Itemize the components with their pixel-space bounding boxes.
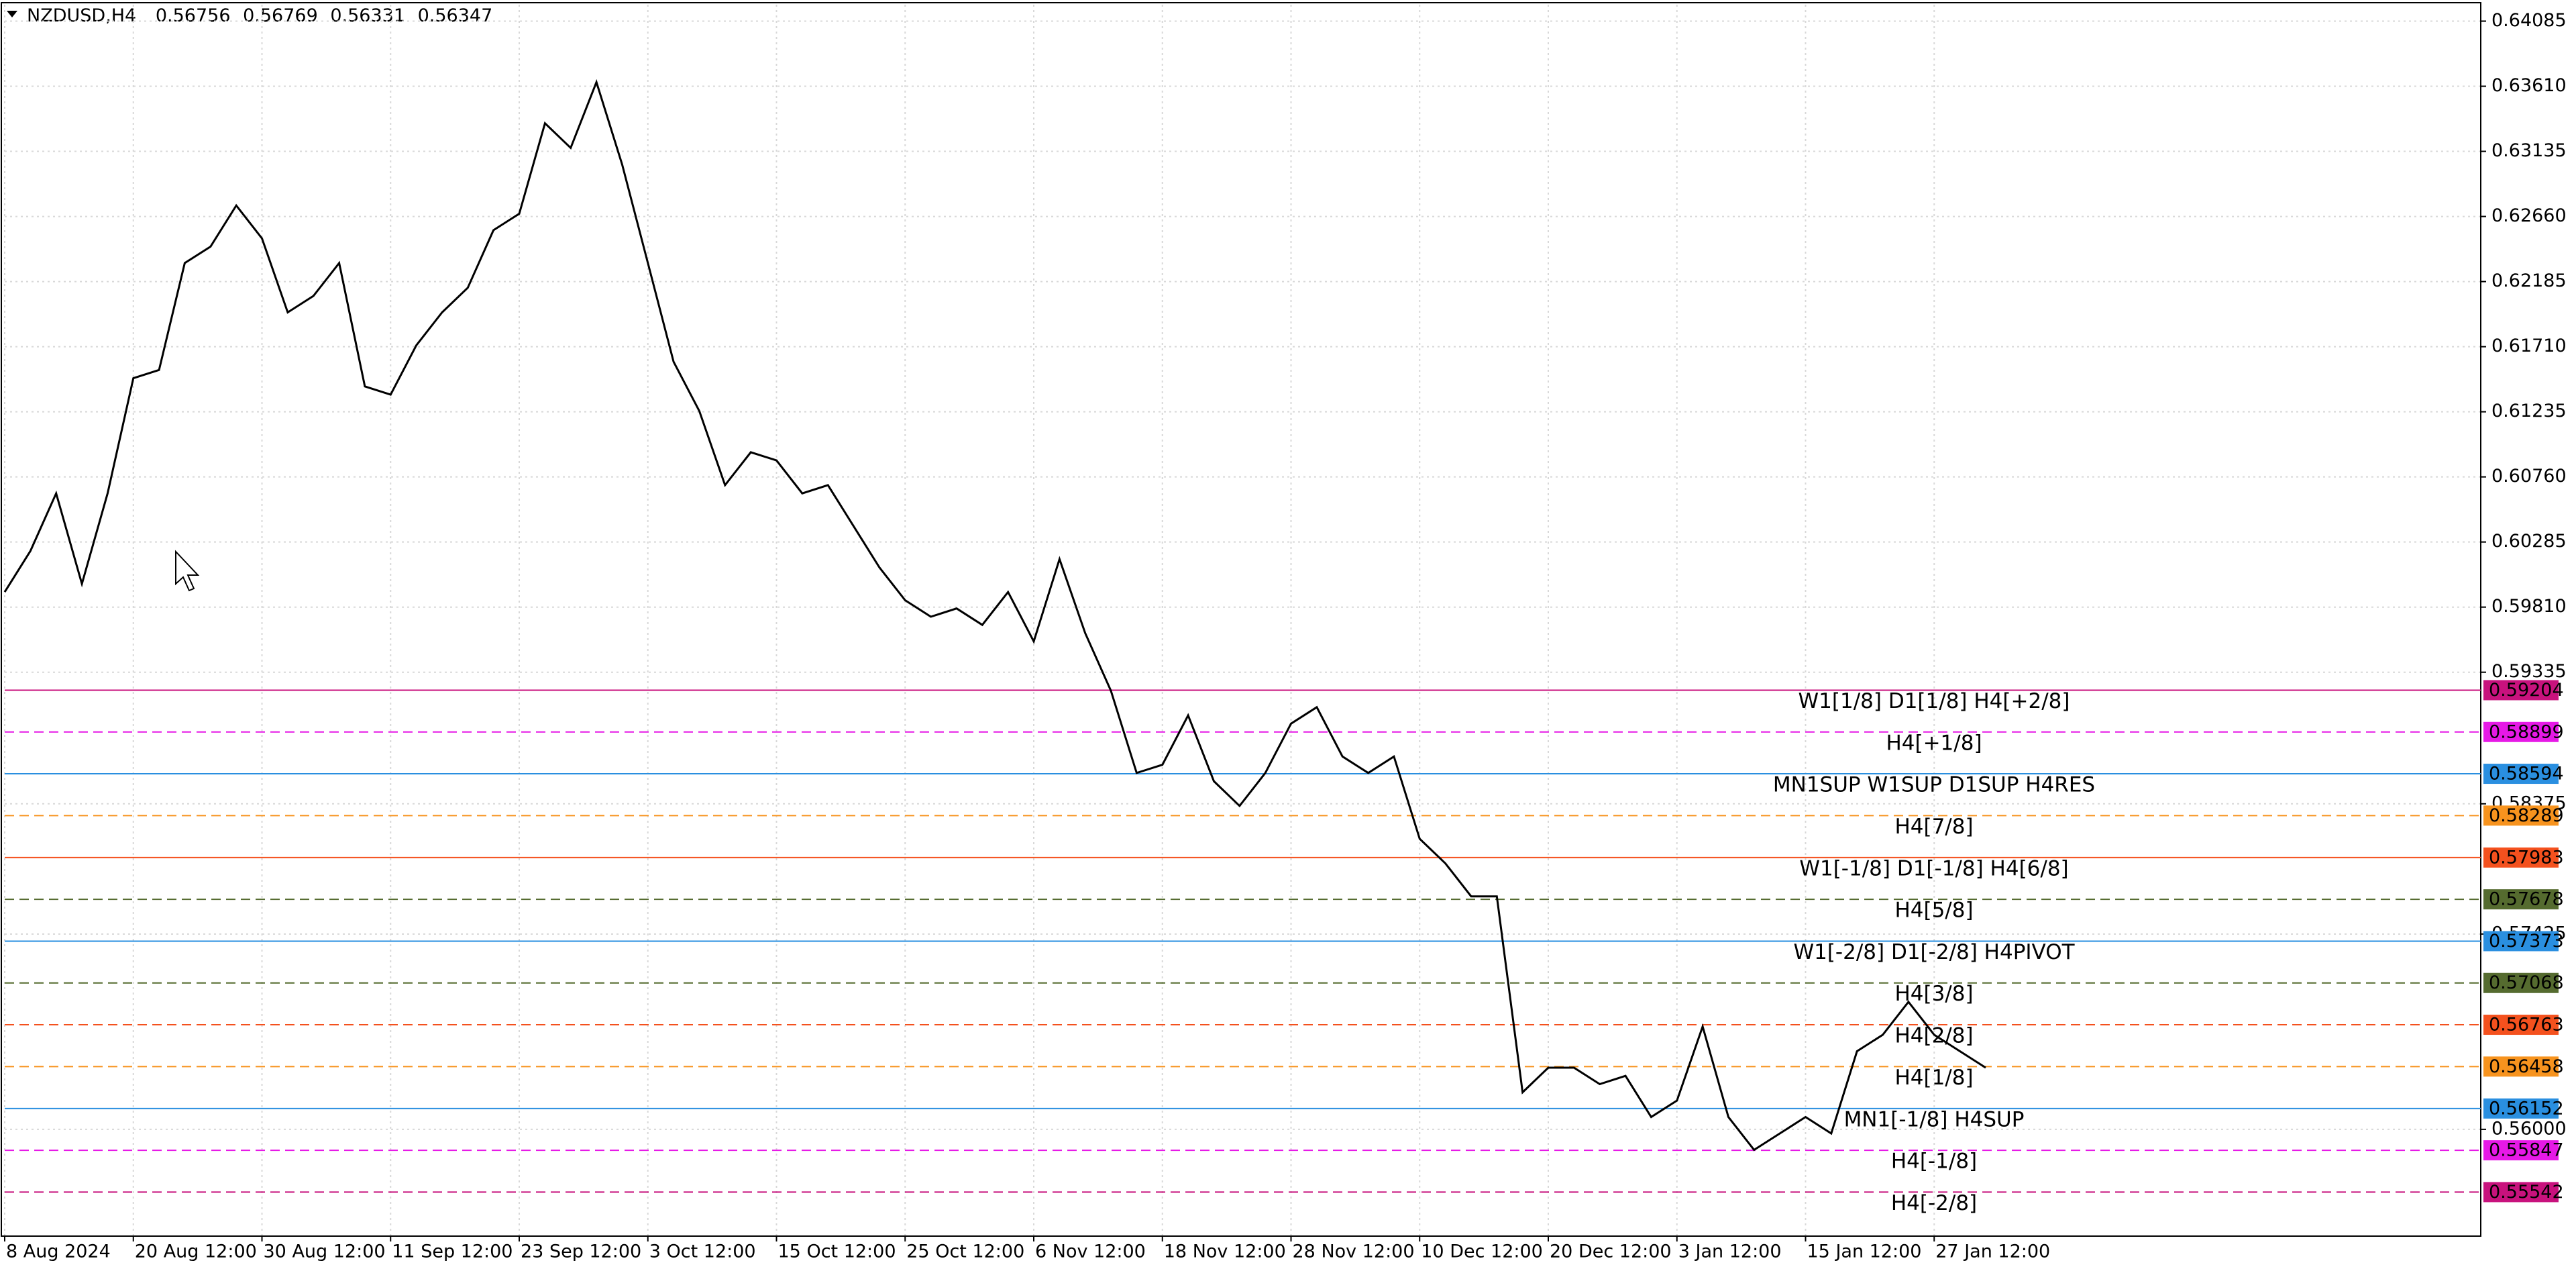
level-label: MN1SUP W1SUP D1SUP H4RES [1773,773,2095,797]
menu-arrow[interactable] [7,11,17,17]
y-tick-label: 0.61235 [2491,401,2567,421]
header: NZDUSD,H4 0.56756 0.56769 0.56331 0.5634… [27,5,492,26]
y-tick-label: 0.63610 [2491,75,2567,96]
price-label: 0.56152 [2489,1098,2564,1119]
price-box [2483,889,2559,910]
price-label: 0.59204 [2489,680,2564,701]
price-box [2483,1140,2559,1161]
plot-frame [1,2,2481,1237]
y-tick-label: 0.61710 [2491,336,2567,356]
level-label: MN1[-1/8] H4SUP [1844,1107,2025,1131]
price-box [2483,764,2559,784]
price-box [2483,1182,2559,1203]
level-label: W1[-2/8] D1[-2/8] H4PIVOT [1793,940,2075,964]
level-label: H4[7/8] [1894,815,1973,839]
y-tick-label: 0.64085 [2491,10,2567,31]
price-label: 0.57983 [2489,847,2564,868]
level-label: H4[1/8] [1894,1066,1973,1090]
price-box [2483,721,2559,742]
y-tick-label: 0.62660 [2491,205,2567,226]
x-tick-label: 8 Aug 2024 [6,1241,111,1262]
price-box [2483,847,2559,868]
price-label: 0.56458 [2489,1056,2564,1077]
price-label: 0.55847 [2489,1140,2564,1161]
x-tick-label: 15 Jan 12:00 [1807,1241,1922,1262]
open: 0.56756 [156,5,231,26]
x-tick-label: 15 Oct 12:00 [778,1241,896,1262]
x-tick-label: 30 Aug 12:00 [264,1241,386,1262]
level-label: H4[5/8] [1894,899,1973,923]
x-tick-label: 3 Jan 12:00 [1678,1241,1782,1262]
level-label: W1[1/8] D1[1/8] H4[+2/8] [1799,689,2070,713]
high: 0.56769 [243,5,318,26]
symbol: NZDUSD,H4 [27,5,136,26]
cursor [175,550,200,592]
price-line [3,79,1986,1152]
price-label: 0.57678 [2489,889,2564,910]
x-tick-label: 10 Dec 12:00 [1421,1241,1543,1262]
y-tick-label: 0.56000 [2491,1118,2567,1139]
x-tick-label: 3 Oct 12:00 [649,1241,756,1262]
level-label: H4[+1/8] [1886,731,1982,755]
level-label: H4[3/8] [1894,982,1973,1006]
price-box [2483,931,2559,952]
price-label: 0.56763 [2489,1015,2564,1035]
y-tick-label: 0.60760 [2491,466,2567,487]
x-tick-label: 28 Nov 12:00 [1293,1241,1415,1262]
y-tick-label: 0.63135 [2491,140,2567,161]
price-box [2483,1098,2559,1119]
level-label: H4[-2/8] [1891,1191,1977,1215]
y-tick-label: 0.59810 [2491,596,2567,617]
price-label: 0.57373 [2489,931,2564,952]
y-tick-label: 0.59335 [2491,661,2567,682]
price-box [2483,1056,2559,1077]
price-box [2483,680,2559,701]
x-tick-label: 6 Nov 12:00 [1035,1241,1146,1262]
y-tick-label: 0.60285 [2491,531,2567,552]
price-box [2483,1015,2559,1035]
x-tick-label: 27 Jan 12:00 [1935,1241,2050,1262]
close: 0.56347 [418,5,493,26]
price-label: 0.57068 [2489,972,2564,993]
price-box [2483,972,2559,993]
x-tick-label: 25 Oct 12:00 [906,1241,1024,1262]
price-label: 0.58289 [2489,805,2564,826]
x-tick-label: 18 Nov 12:00 [1164,1241,1286,1262]
level-label: W1[-1/8] D1[-1/8] H4[6/8] [1799,856,2068,880]
level-label: H4[-1/8] [1891,1150,1977,1174]
x-tick-label: 11 Sep 12:00 [392,1241,513,1262]
price-label: 0.55542 [2489,1182,2564,1203]
y-tick-label: 0.62185 [2491,270,2567,291]
x-tick-label: 20 Dec 12:00 [1550,1241,1672,1262]
price-label: 0.58594 [2489,764,2564,784]
x-tick-label: 23 Sep 12:00 [521,1241,641,1262]
x-tick-label: 20 Aug 12:00 [135,1241,257,1262]
price-box [2483,805,2559,826]
low: 0.56331 [330,5,405,26]
price-label: 0.58899 [2489,721,2564,742]
